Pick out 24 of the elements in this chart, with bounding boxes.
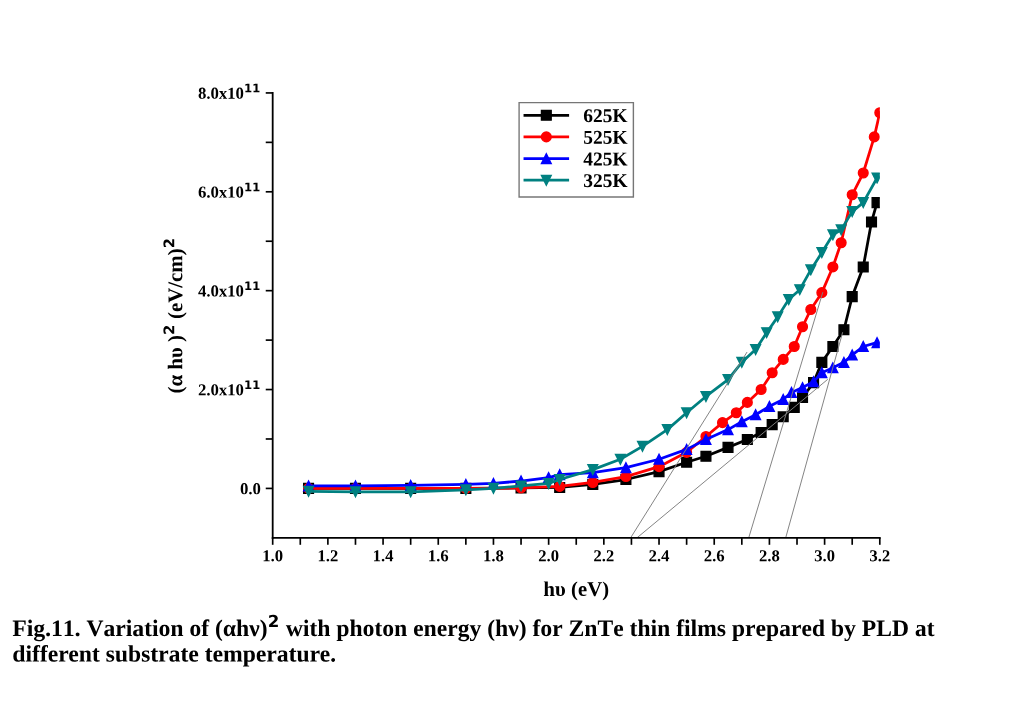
x-axis-title: hυ (eV): [543, 581, 609, 601]
x-tick-label: 3.2: [870, 550, 890, 562]
legend-label: 525K: [584, 130, 628, 144]
y-tick-label: 2.0x10$^{11}$: [198, 380, 260, 396]
y-tick-label: 6.0x10$^{11}$: [198, 182, 260, 198]
x-tick-label: 1.8: [484, 550, 504, 562]
x-tick-label: 2.0: [538, 550, 559, 562]
x-tick-label: 2.4: [649, 550, 670, 562]
caption: Fig.11. Variation of (αhν)$^{2}$ with photon energy (hν) for ZnTe thin films prepared by PLD at different substrate temperature.: [12, 614, 935, 667]
x-tick-label: 1.6: [429, 550, 449, 562]
x-tick-label: 1.0: [263, 550, 283, 562]
x-tick-label: 1.2: [318, 550, 338, 562]
y-tick-label: 0.0: [240, 483, 261, 495]
x-tick-label: 2.6: [704, 550, 725, 562]
y-axis-title: (α hυ )$^{2}$ (eV/cm)$^{2}$: [163, 239, 187, 393]
x-tick-label: 2.2: [594, 550, 614, 562]
y-tick-label: 4.0x10$^{11}$: [198, 281, 260, 297]
x-tick-label: 1.4: [373, 550, 394, 562]
x-tick-label: 3.0: [814, 550, 835, 562]
y-tick-label: 8.0x10$^{11}$: [198, 83, 260, 99]
legend-label: 425K: [583, 152, 628, 166]
x-tick-label: 2.8: [759, 550, 780, 562]
legend-label: 325K: [583, 174, 628, 188]
legend-label: 625K: [583, 109, 628, 123]
